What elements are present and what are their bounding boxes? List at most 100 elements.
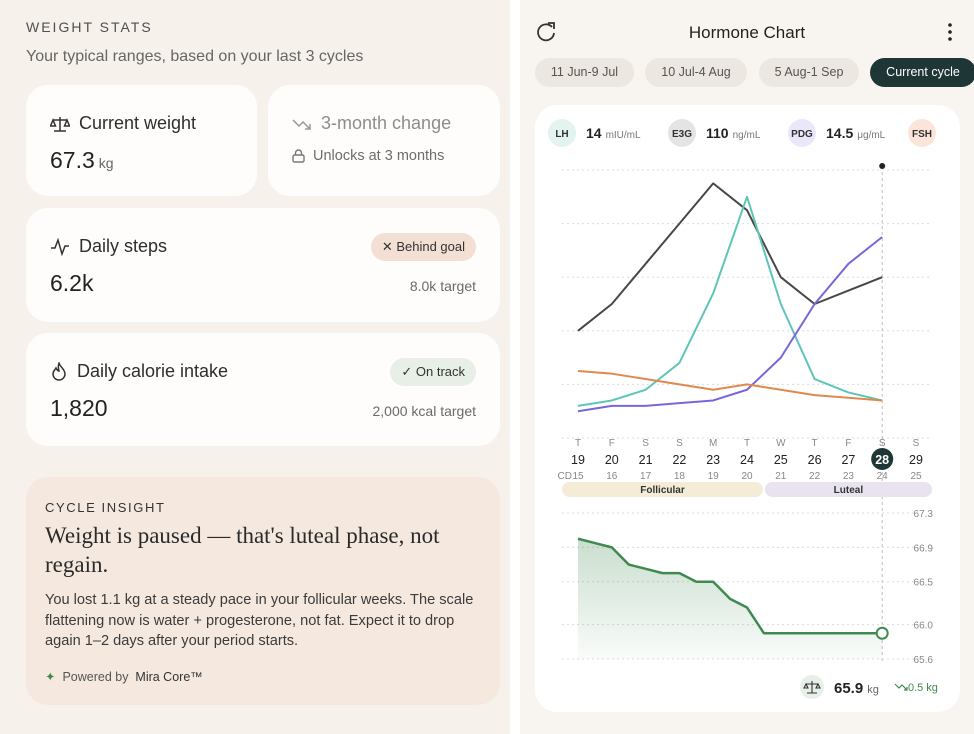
legend-chip: FSH	[908, 119, 936, 147]
current-unit: kg	[867, 684, 879, 696]
weight-stats-panel: WEIGHT STATS Your typical ranges, based …	[0, 0, 510, 734]
date-label: 19	[571, 453, 585, 467]
date-label: 27	[841, 453, 855, 467]
reading-unit: ng/mL	[733, 130, 761, 141]
chip-name: FSH	[912, 129, 932, 140]
insight-title: Weight is paused — that's luteal phase, …	[45, 523, 440, 577]
cycle-day-label: 16	[606, 471, 618, 482]
weekday-label: S	[913, 438, 920, 449]
y-tick-label: 65.6	[914, 655, 934, 666]
change-value: 0.5	[908, 682, 923, 694]
chip-name: E3G	[672, 129, 692, 140]
weekday-label: F	[845, 438, 851, 449]
chip-badge	[788, 119, 816, 147]
legend-chip: E3G 110 ng/mL	[668, 119, 761, 147]
label-text: Current weight	[79, 113, 197, 133]
chip-reading: 110 ng/mL	[706, 125, 761, 141]
brand-text: Mira Core™	[135, 670, 203, 684]
cycle-day-label: 24	[877, 471, 889, 482]
y-tick-label: 66.0	[914, 621, 934, 632]
change-unit: kg	[926, 682, 938, 694]
weight-change: 0.5 kg	[908, 682, 938, 694]
cycle-tab[interactable]: 5 Aug-1 Sep	[759, 58, 859, 87]
more-menu[interactable]	[948, 23, 952, 41]
weekday-label: M	[709, 438, 717, 449]
change-arrow	[894, 683, 908, 691]
label-text: Daily steps	[79, 236, 168, 256]
chip-reading: 14.5 μg/mL	[826, 125, 886, 141]
date-label: 22	[672, 453, 686, 467]
target-text: 2,000 kcal target	[372, 403, 476, 419]
chip-name: LH	[555, 129, 568, 140]
scale-icon	[50, 116, 70, 132]
powered-text: Powered by	[62, 670, 129, 684]
cycle-day-prefix: CD	[558, 471, 572, 482]
weight-area	[578, 538, 883, 659]
chip-reading: 14 mIU/mL	[586, 125, 641, 141]
y-tick-label: 66.5	[914, 578, 934, 589]
date-label: 20	[605, 453, 619, 467]
date-label: 21	[639, 453, 653, 467]
chip-name: PDG	[791, 129, 813, 140]
chip-badge	[908, 119, 936, 147]
phase-label: Follicular	[640, 485, 685, 496]
sparkle-icon: ✦	[45, 670, 56, 684]
insight-body: You lost 1.1 kg at a steady pace in your…	[45, 592, 474, 649]
cycle-tab[interactable]: Current cycle	[870, 58, 974, 87]
date-label: 26	[808, 453, 822, 467]
weekday-label: S	[879, 438, 886, 449]
y-tick-label: 67.3	[914, 509, 934, 520]
chip-badge	[668, 119, 696, 147]
cycle-day-label: 19	[708, 471, 720, 482]
label-text: 3-month change	[321, 113, 452, 133]
chart-card	[535, 105, 960, 712]
status-text: On track	[415, 364, 465, 379]
refresh-icon[interactable]	[537, 22, 555, 42]
current-weight-card: Current weight 67.3 kg	[26, 85, 257, 196]
card-label: Current weight	[50, 113, 196, 134]
weight-endpoint	[875, 626, 889, 640]
card-value: 1,820	[50, 395, 108, 421]
date-label: 25	[774, 453, 788, 467]
card-label: Daily steps	[50, 236, 167, 257]
weekday-label: T	[575, 438, 581, 449]
weekday-label: S	[676, 438, 683, 449]
phase-label: Luteal	[834, 485, 864, 496]
pulse-icon	[51, 237, 69, 256]
date-label: 28	[875, 453, 889, 467]
value-text: 67.3	[50, 147, 95, 173]
card-value: 67.3 kg	[50, 147, 114, 174]
hormone-line	[577, 195, 883, 407]
legend-chip: PDG 14.5 μg/mL	[788, 119, 886, 147]
cycle-tab[interactable]: 10 Jul-4 Aug	[645, 58, 747, 87]
cycle-day-label: 20	[741, 471, 753, 482]
card-value: 6.2k	[50, 270, 94, 296]
weekday-label: S	[642, 438, 649, 449]
calories-card: Daily calorie intake 1,820 ✓ On track 2,…	[26, 333, 500, 446]
reading-unit: mIU/mL	[606, 130, 641, 141]
powered-by: ✦ Powered by Mira Core™	[45, 669, 203, 684]
weekday-label: T	[744, 438, 750, 449]
weekday-label: W	[776, 438, 786, 449]
section-subtitle: Your typical ranges, based on your last …	[26, 48, 364, 65]
lock-note: Unlocks at 3 months	[292, 148, 444, 164]
change-card: 3-month change Unlocks at 3 months	[268, 85, 500, 196]
cycle-day-label: 18	[674, 471, 686, 482]
card-label: Daily calorie intake	[50, 361, 228, 382]
hormone-line	[577, 182, 883, 332]
note-text: Unlocks at 3 months	[313, 148, 445, 164]
status-badge: ✕ Behind goal	[370, 233, 476, 261]
panel-title: Hormone Chart	[689, 23, 805, 42]
cycle-day-label: 15	[572, 471, 584, 482]
cycle-day-label: 17	[640, 471, 652, 482]
status-badge: ✓ On track	[390, 358, 476, 386]
lock-icon	[292, 149, 305, 163]
hormone-line	[577, 370, 883, 402]
cycle-tab[interactable]: 11 Jun-9 Jul	[535, 58, 634, 87]
status-text: Behind goal	[396, 239, 465, 254]
insight-kicker: CYCLE INSIGHT	[45, 500, 166, 515]
flame-icon	[52, 362, 66, 381]
chip-badge	[548, 119, 576, 147]
weight-icon-bg	[800, 675, 824, 699]
